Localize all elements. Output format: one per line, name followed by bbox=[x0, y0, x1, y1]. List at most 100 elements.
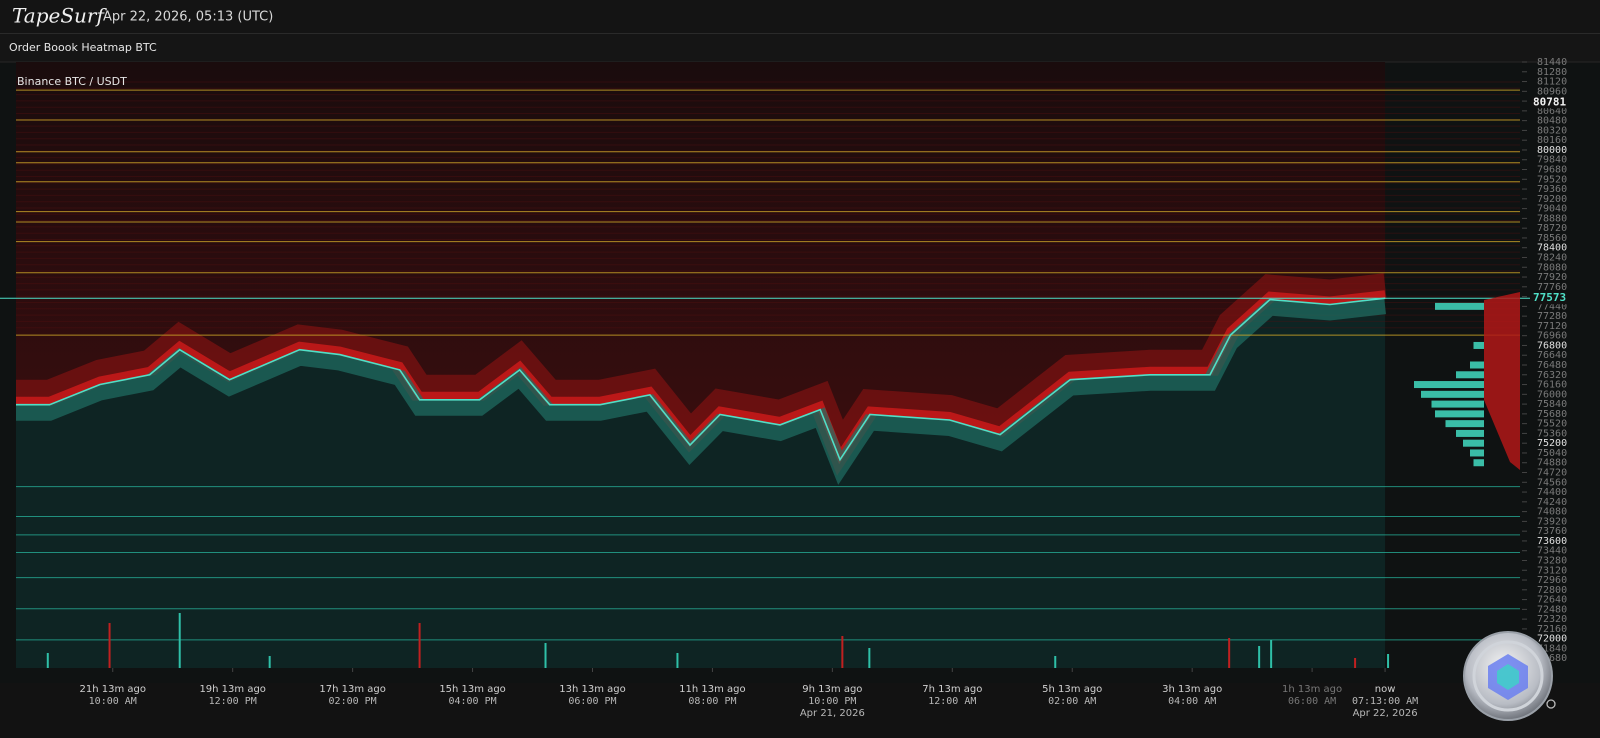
ask-heat bbox=[16, 62, 1386, 460]
x-tick-label: 1h 13m ago bbox=[1282, 684, 1342, 695]
y-tick-label: 78400 bbox=[1537, 243, 1567, 254]
y-tick-label: 72800 bbox=[1537, 585, 1567, 596]
x-tick-time: 12:00 PM bbox=[209, 696, 257, 707]
y-tick-label: 73280 bbox=[1537, 555, 1567, 566]
y-tick-label: 76640 bbox=[1537, 350, 1567, 361]
price-marker: 77573 bbox=[1533, 291, 1566, 304]
y-tick-label: 75680 bbox=[1537, 409, 1567, 420]
plot: 8144081280811208096080800806408048080320… bbox=[0, 57, 1567, 719]
volume-bar bbox=[1354, 658, 1357, 668]
y-tick-label: 80320 bbox=[1537, 125, 1567, 136]
bid-depth-bar bbox=[1456, 371, 1484, 379]
x-tick-label: 9h 13m ago bbox=[802, 684, 862, 695]
x-tick-time: 07:13:00 AM bbox=[1352, 696, 1418, 707]
bid-depth-bar bbox=[1435, 302, 1484, 310]
y-tick-label: 74720 bbox=[1537, 468, 1567, 479]
y-tick-label: 72640 bbox=[1537, 595, 1567, 606]
x-tick-date: Apr 22, 2026 bbox=[1353, 708, 1418, 719]
x-tick-time: 10:00 PM bbox=[808, 696, 856, 707]
volume-bar bbox=[1228, 638, 1231, 668]
y-tick-label: 74880 bbox=[1537, 458, 1567, 469]
y-tick-label: 77280 bbox=[1537, 311, 1567, 322]
x-tick-time: 04:00 PM bbox=[448, 696, 496, 707]
x-tick-time: 06:00 AM bbox=[1288, 696, 1336, 707]
volume-bar bbox=[1054, 656, 1057, 668]
y-tick-label: 79040 bbox=[1537, 204, 1567, 215]
x-tick-label: now bbox=[1375, 684, 1396, 695]
y-tick-label: 76480 bbox=[1537, 360, 1567, 371]
y-tick-label: 80960 bbox=[1537, 86, 1567, 97]
y-tick-label: 76320 bbox=[1537, 370, 1567, 381]
y-tick-label: 71680 bbox=[1537, 653, 1567, 664]
heatmap bbox=[16, 62, 1520, 668]
y-tick-label: 76800 bbox=[1537, 340, 1567, 351]
y-tick-label: 78560 bbox=[1537, 233, 1567, 244]
x-tick-label: 5h 13m ago bbox=[1042, 684, 1102, 695]
y-tick-label: 72960 bbox=[1537, 575, 1567, 586]
y-tick-label: 75520 bbox=[1537, 419, 1567, 430]
x-tick-time: 02:00 AM bbox=[1048, 696, 1096, 707]
y-tick-label: 76960 bbox=[1537, 331, 1567, 342]
panel-title: Order Boook Heatmap BTC bbox=[9, 41, 157, 54]
bid-depth-bar bbox=[1473, 341, 1484, 349]
x-tick-label: 17h 13m ago bbox=[319, 684, 385, 695]
bid-depth-bar bbox=[1470, 361, 1484, 369]
y-tick-label: 73920 bbox=[1537, 516, 1567, 527]
ask-depth-column bbox=[1484, 292, 1520, 470]
x-tick-time: 06:00 PM bbox=[568, 696, 616, 707]
y-tick-label: 78240 bbox=[1537, 252, 1567, 263]
price-line bbox=[16, 297, 1386, 462]
y-tick-label: 72320 bbox=[1537, 614, 1567, 625]
x-tick-time: 02:00 PM bbox=[329, 696, 377, 707]
y-tick-label: 77760 bbox=[1537, 282, 1567, 293]
y-tick-label: 80160 bbox=[1537, 135, 1567, 146]
y-tick-label: 81280 bbox=[1537, 67, 1567, 78]
bid-heat bbox=[16, 298, 1386, 668]
volume-bar bbox=[108, 623, 111, 668]
y-tick-label: 78080 bbox=[1537, 262, 1567, 273]
volume-bar bbox=[46, 653, 49, 668]
price-marker-bg bbox=[1531, 96, 1567, 109]
bid-depth-bar bbox=[1431, 400, 1484, 408]
volume-bar bbox=[1258, 646, 1261, 668]
bid-depth-bar bbox=[1435, 410, 1484, 418]
y-tick-label: 77120 bbox=[1537, 321, 1567, 332]
y-tick-label: 79680 bbox=[1537, 165, 1567, 176]
x-tick-label: 19h 13m ago bbox=[199, 684, 265, 695]
x-tick-label: 11h 13m ago bbox=[679, 684, 745, 695]
badge-ring bbox=[1472, 640, 1544, 712]
volume-bar bbox=[418, 623, 421, 668]
y-tick-label: 73120 bbox=[1537, 565, 1567, 576]
y-tick-label: 81440 bbox=[1537, 57, 1567, 68]
y-tick-label: 77920 bbox=[1537, 272, 1567, 283]
x-tick-label: 13h 13m ago bbox=[559, 684, 625, 695]
volume-bar bbox=[676, 653, 679, 668]
y-tick-label: 74080 bbox=[1537, 507, 1567, 518]
chart-title: Binance BTC / USDT bbox=[17, 75, 127, 88]
volume-bar bbox=[841, 636, 844, 668]
y-tick-label: 73760 bbox=[1537, 526, 1567, 537]
logo[interactable]: TapeSurf bbox=[12, 4, 107, 28]
x-tick-time: 12:00 AM bbox=[928, 696, 976, 707]
price-marker-bg bbox=[1531, 292, 1567, 305]
panel-bar bbox=[0, 34, 1600, 62]
bid-glow bbox=[16, 298, 1387, 485]
volume-bar bbox=[178, 613, 181, 668]
x-tick-label: 21h 13m ago bbox=[80, 684, 146, 695]
y-tick-label: 73440 bbox=[1537, 546, 1567, 557]
y-tick-label: 76000 bbox=[1537, 389, 1567, 400]
y-tick-label: 75360 bbox=[1537, 428, 1567, 439]
y-tick-label: 76160 bbox=[1537, 380, 1567, 391]
volume-bar bbox=[544, 643, 547, 668]
y-tick-label: 75040 bbox=[1537, 448, 1567, 459]
refresh-button[interactable] bbox=[1546, 699, 1556, 709]
bid-depth-bar bbox=[1414, 381, 1484, 389]
y-tick-label: 78720 bbox=[1537, 223, 1567, 234]
y-tick-label: 74560 bbox=[1537, 477, 1567, 488]
y-tick-label: 75840 bbox=[1537, 399, 1567, 410]
y-tick-label: 72000 bbox=[1537, 634, 1567, 645]
y-tick-label: 72160 bbox=[1537, 624, 1567, 635]
price-marker: 80781 bbox=[1533, 95, 1566, 108]
